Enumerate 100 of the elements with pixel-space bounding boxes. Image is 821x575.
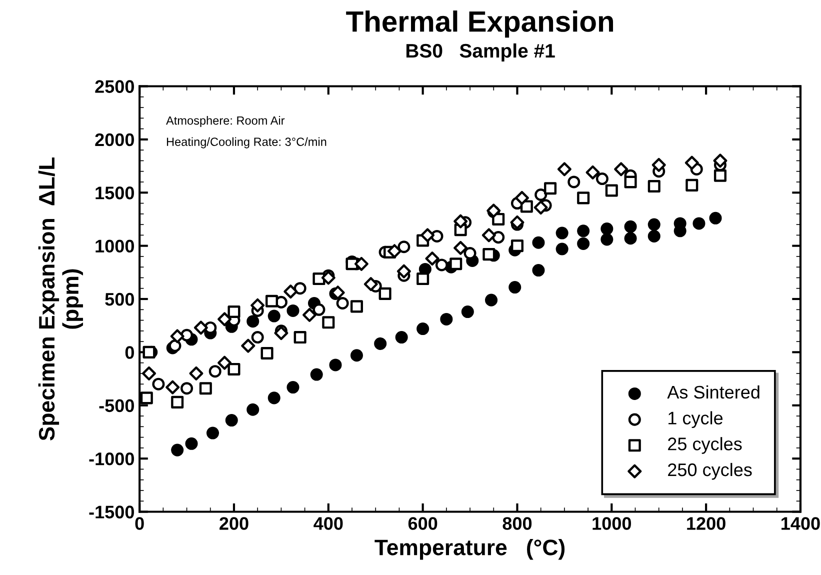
point [398,240,410,254]
point [241,338,256,353]
point [461,306,474,318]
point [648,218,660,231]
x-tick-label: 1200 [687,517,726,530]
point [577,192,590,204]
point [322,316,335,329]
y-tick-label: 1500 [96,186,134,200]
point [350,300,363,313]
point [596,172,608,186]
point [170,329,184,344]
y-tick-label: 1000 [96,240,134,253]
point [684,156,699,170]
point [614,162,628,176]
point [692,217,706,230]
legend-label: 25 cycles [668,437,742,454]
point [714,169,726,182]
x-tick-label: 800 [502,517,532,530]
point [534,188,548,202]
point [556,242,568,256]
point [189,366,204,380]
point [152,378,165,390]
point [142,346,156,358]
y-tick-label: 500 [105,292,134,306]
point [294,282,306,295]
point [321,270,336,285]
point [557,162,572,176]
point [508,281,522,294]
point [302,308,317,322]
x-tick-label: 200 [220,517,248,530]
point [268,392,280,404]
point [492,231,505,244]
point [225,414,238,427]
point [416,272,430,286]
point [185,437,198,450]
point [420,228,435,242]
point [482,248,496,261]
point [556,226,568,240]
point [142,366,156,380]
point [577,237,590,250]
point [166,380,180,394]
y-tick-label: -1000 [89,452,134,466]
point [206,426,219,440]
point [568,176,580,188]
point [218,356,232,370]
point [534,200,548,215]
point [218,312,232,326]
point [171,396,184,408]
point [378,287,392,300]
point [600,233,614,246]
point [180,382,194,395]
point [440,312,453,326]
point [284,284,298,299]
annotation: Heating/Cooling Rate: 3°C/min [166,137,326,148]
point [274,326,288,340]
x-tick-label: 600 [408,517,438,530]
point [194,320,208,335]
point [648,180,660,193]
x-tick-label: 1000 [592,517,631,530]
point [286,304,300,317]
point [310,368,323,381]
point [514,190,529,205]
point [485,294,498,306]
point [350,349,363,362]
point [336,296,349,310]
legend-label: 1 cycle [668,411,723,428]
point [510,240,524,252]
point [416,322,430,336]
point [586,165,600,180]
point [686,178,698,192]
point [624,232,637,245]
point [228,362,240,376]
point [246,403,260,416]
point [168,340,182,352]
point [260,346,274,360]
point [454,214,468,228]
point [454,240,468,255]
legend-label: 250 cycles [668,462,752,480]
point [140,392,153,404]
point [464,247,476,260]
annotation: Atmosphere: Room Air [166,116,285,128]
point [312,272,326,286]
y-tick-label: -500 [99,399,134,412]
point [329,358,342,372]
point [532,236,545,249]
point [709,212,722,224]
x-axis-title: Temperature (°C) [374,539,565,560]
chart-subtitle: BS0 Sample #1 [406,43,555,62]
legend-label: As Sintered [667,385,760,399]
chart-title: Thermal Expansion [346,10,614,38]
point [652,158,666,172]
point [605,184,618,197]
point [600,222,614,236]
point [532,264,545,277]
point [286,381,300,394]
point [395,331,408,344]
point [171,444,184,456]
y-axis-title: Specimen Expansion ΔL/L (ppm) [38,158,83,441]
point [251,331,264,344]
point [713,154,728,168]
